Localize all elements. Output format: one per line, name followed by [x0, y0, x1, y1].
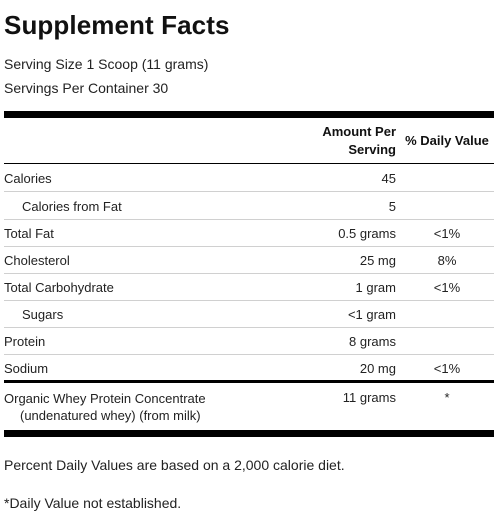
amount-per-serving-header: Amount Per Serving [300, 123, 396, 159]
row-label: Calories [4, 171, 52, 186]
row-label: Cholesterol [4, 253, 70, 268]
row-amount: 45 [381, 171, 396, 186]
row-daily-value: <1% [433, 280, 461, 295]
ingredient-label-line2: (undenatured whey) (from milk) [20, 408, 201, 423]
ingredient-label-line1: Organic Whey Protein Concentrate [4, 391, 206, 406]
ingredient-daily-value: * [444, 390, 450, 405]
row-amount: 1 gram [355, 280, 396, 295]
row-amount: <1 gram [347, 307, 396, 322]
ingredient-amount: 11 grams [342, 390, 396, 405]
table-row-sodium: Sodium 20 mg <1% [4, 354, 494, 381]
top-divider [4, 111, 494, 118]
panel-title: Supplement Facts [4, 10, 230, 40]
table-row-protein: Protein 8 grams [4, 327, 494, 355]
table-row-calories: Calories 45 [4, 164, 494, 192]
header-divider [4, 163, 494, 164]
serving-size: Serving Size 1 Scoop (11 grams) [4, 56, 209, 72]
row-amount: 8 grams [349, 334, 396, 349]
row-daily-value: <1% [433, 226, 461, 241]
row-label: Sugars [22, 307, 64, 322]
daily-value-header: % Daily Value [405, 133, 489, 148]
table-row-total-fat: Total Fat 0.5 grams <1% [4, 219, 494, 247]
table-row-total-carbohydrate: Total Carbohydrate 1 gram <1% [4, 273, 494, 301]
row-label: Calories from Fat [22, 199, 122, 214]
row-label: Total Fat [4, 226, 54, 241]
section-divider [4, 380, 494, 383]
row-label: Total Carbohydrate [4, 280, 114, 295]
row-daily-value: 8% [437, 253, 457, 268]
amount-header-line2: Serving [348, 142, 396, 157]
row-amount: 0.5 grams [338, 226, 396, 241]
row-amount: 5 [388, 199, 396, 214]
ingredient-label: Organic Whey Protein Concentrate (undena… [4, 390, 206, 424]
table-row-calories-from-fat: Calories from Fat 5 [4, 192, 494, 220]
row-amount: 25 mg [359, 253, 396, 268]
amount-header-line1: Amount Per [322, 124, 396, 139]
table-row-sugars: Sugars <1 gram [4, 300, 494, 328]
row-amount: 20 mg [359, 361, 396, 376]
daily-values-footnote: Percent Daily Values are based on a 2,00… [4, 457, 345, 473]
row-label: Protein [4, 334, 46, 349]
servings-per-container: Servings Per Container 30 [4, 80, 169, 96]
not-established-footnote: *Daily Value not established. [4, 495, 182, 511]
row-daily-value: <1% [433, 361, 461, 376]
table-row-ingredient: Organic Whey Protein Concentrate (undena… [4, 390, 494, 426]
bottom-divider [4, 430, 494, 437]
table-row-cholesterol: Cholesterol 25 mg 8% [4, 246, 494, 274]
row-label: Sodium [4, 361, 49, 376]
